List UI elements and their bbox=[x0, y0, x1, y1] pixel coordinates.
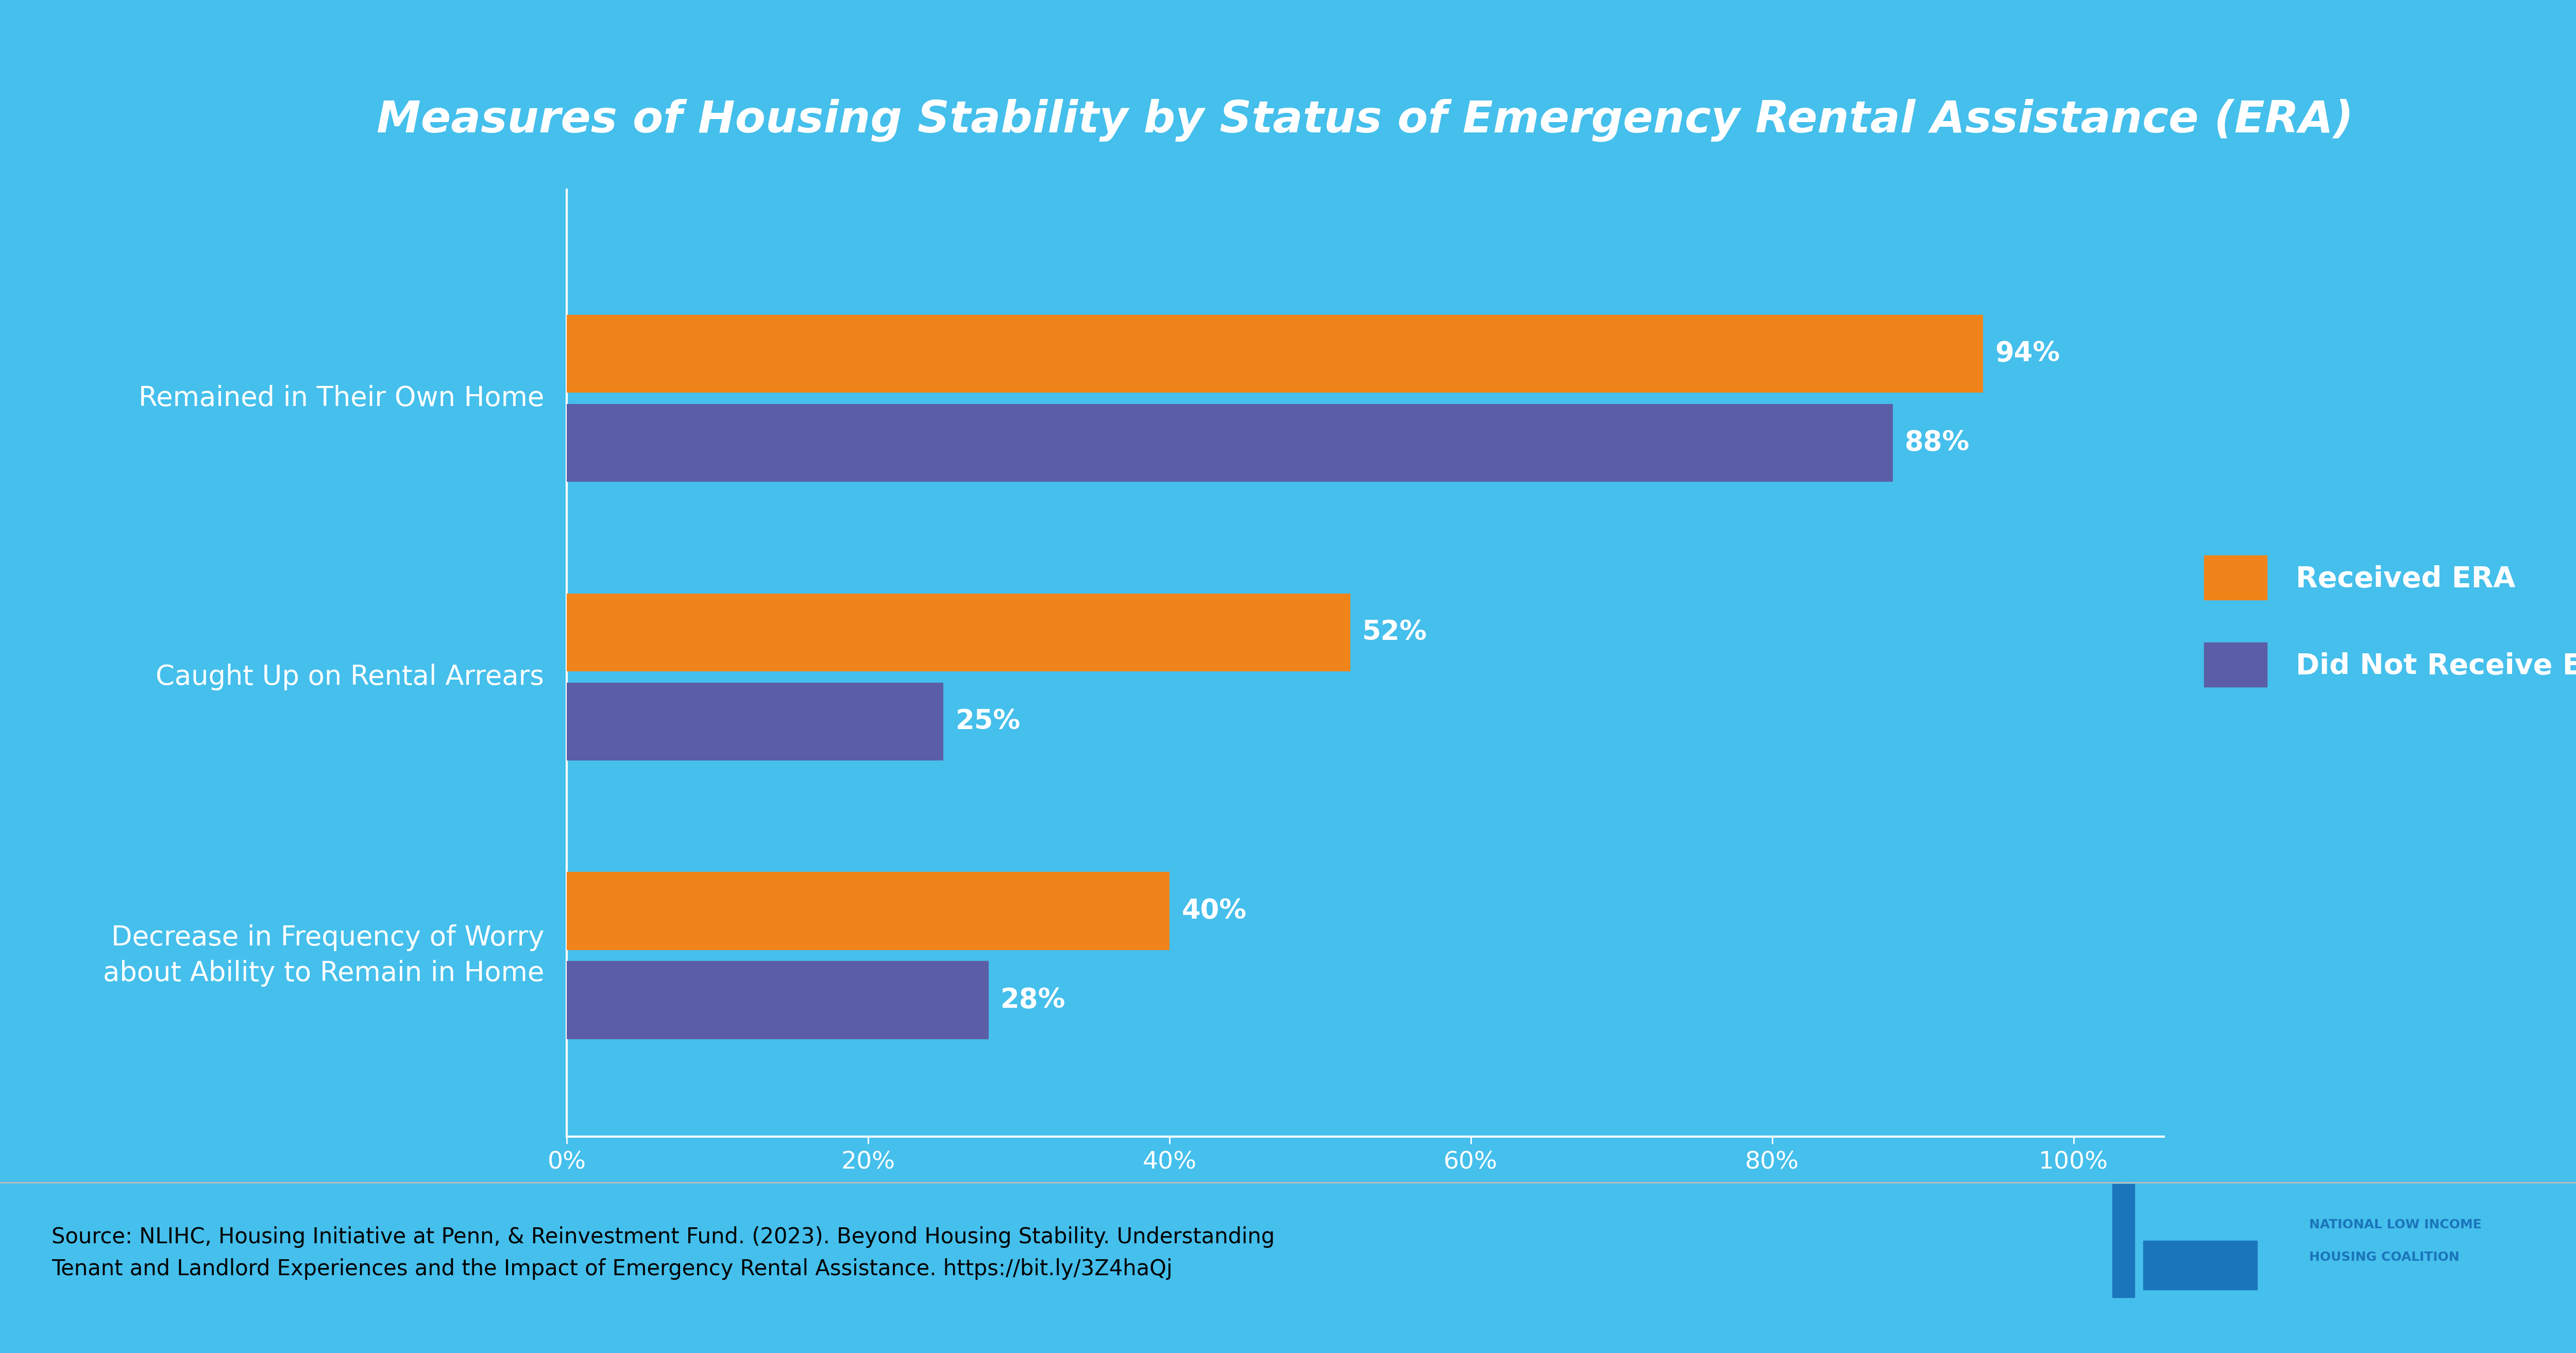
Text: 40%: 40% bbox=[1182, 897, 1247, 924]
Bar bbox=[567, 682, 943, 760]
Text: Decrease in Frequency of Worry
about Ability to Remain in Home: Decrease in Frequency of Worry about Abi… bbox=[103, 924, 544, 986]
Text: 94%: 94% bbox=[1994, 341, 2061, 367]
Bar bbox=[567, 594, 1350, 671]
Bar bbox=[567, 961, 989, 1039]
Bar bbox=[567, 315, 1984, 392]
Text: 28%: 28% bbox=[999, 986, 1066, 1013]
Text: 25%: 25% bbox=[956, 708, 1020, 735]
Legend: Received ERA, Did Not Receive ERA: Received ERA, Did Not Receive ERA bbox=[2205, 556, 2576, 687]
Text: HOUSING COALITION: HOUSING COALITION bbox=[2311, 1250, 2460, 1264]
Text: Caught Up on Rental Arrears: Caught Up on Rental Arrears bbox=[155, 663, 544, 690]
Bar bbox=[567, 405, 1893, 482]
Text: 88%: 88% bbox=[1904, 429, 1971, 456]
Text: Remained in Their Own Home: Remained in Their Own Home bbox=[139, 386, 544, 411]
Bar bbox=[2112, 1184, 2133, 1298]
Bar bbox=[567, 871, 1170, 950]
Title: Measures of Housing Stability by Status of Emergency Rental Assistance (ERA): Measures of Housing Stability by Status … bbox=[376, 99, 2354, 142]
Text: Source: NLIHC, Housing Initiative at Penn, & Reinvestment Fund. (2023). Beyond H: Source: NLIHC, Housing Initiative at Pen… bbox=[52, 1226, 1275, 1280]
Text: 52%: 52% bbox=[1363, 618, 1427, 645]
Text: NATIONAL LOW INCOME: NATIONAL LOW INCOME bbox=[2311, 1218, 2481, 1231]
Bar bbox=[2143, 1241, 2257, 1289]
Polygon shape bbox=[2120, 1192, 2280, 1241]
